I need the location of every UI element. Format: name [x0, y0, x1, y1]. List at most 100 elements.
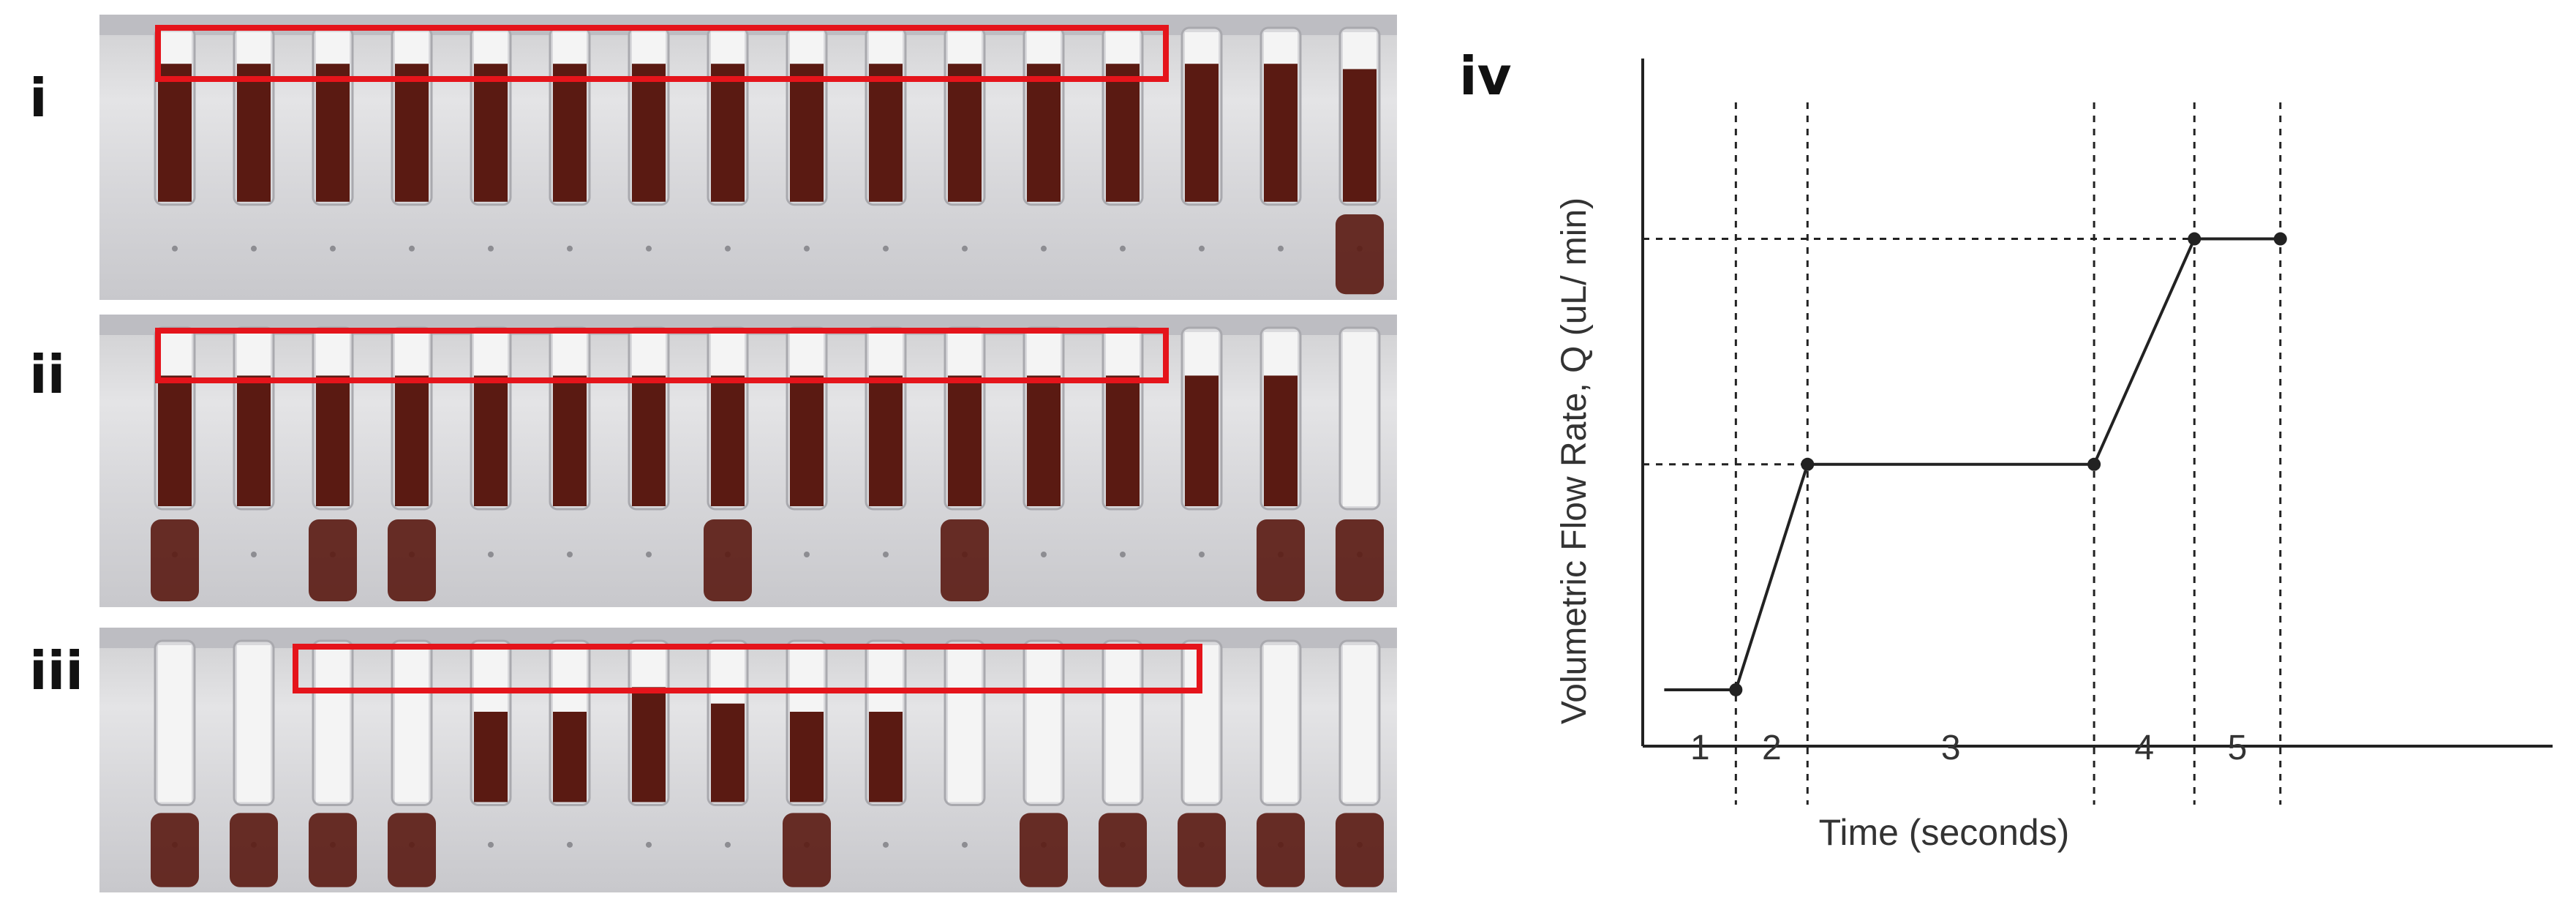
channel-array-iii [99, 628, 1397, 887]
outlet-dot [409, 245, 415, 252]
channel-empty [1343, 645, 1376, 802]
phase-label-1: 1 [1690, 729, 1710, 767]
photo-panel-iii [99, 628, 1397, 892]
phase-label-3: 3 [1941, 729, 1961, 767]
channel-fluid [869, 64, 903, 202]
photo-panel-i [99, 15, 1397, 300]
channel-empty [316, 645, 350, 802]
data-point [2273, 232, 2287, 246]
channel-fluid [711, 375, 745, 506]
outlet-dot [962, 245, 968, 252]
channel-fluid [711, 64, 745, 202]
outlet-dot [883, 245, 889, 252]
channel-fluid [948, 375, 982, 506]
fluid-droplet [309, 519, 357, 601]
flow-rate-chart-svg: Time (seconds) Volumetric Flow Rate, Q (… [1555, 59, 2553, 853]
channel-fluid [474, 711, 508, 802]
fluid-droplet [1257, 519, 1305, 601]
channel-fluid [553, 711, 587, 802]
outlet-dot [962, 841, 968, 848]
outlet-dot [567, 841, 573, 848]
photo-panel-ii [99, 315, 1397, 607]
fluid-droplet [1020, 813, 1068, 887]
outlet-dot [646, 552, 652, 557]
flow-rate-series-line [1664, 237, 2281, 691]
data-point [2087, 457, 2101, 471]
channel-fluid [158, 64, 192, 202]
channel-fluid [395, 375, 429, 506]
outlet-dot [488, 245, 494, 252]
channel-fluid [790, 375, 824, 506]
outlet-dot [1199, 245, 1205, 252]
outlet-dot [883, 841, 889, 848]
channel-fluid [237, 64, 271, 202]
channel-fluid [1106, 64, 1140, 202]
outlet-dot [646, 841, 652, 848]
panel-label-iv: iv [1459, 45, 1512, 107]
channel-fluid [1185, 64, 1219, 202]
channel-fluid [316, 375, 350, 506]
channel-fluid [1343, 69, 1376, 202]
channel-fluid [632, 64, 666, 202]
channel-fluid [948, 64, 982, 202]
fluid-droplet [1099, 813, 1147, 887]
fluid-droplet [1336, 214, 1384, 295]
panel-label-i: i [29, 67, 48, 129]
fluid-droplet [1336, 813, 1384, 887]
channel-fluid [1264, 64, 1298, 202]
outlet-dot [804, 245, 810, 252]
fluid-droplet [783, 813, 831, 887]
channel-fluid [1106, 375, 1140, 506]
fluid-droplet [1178, 813, 1226, 887]
outlet-dot [1120, 245, 1126, 252]
fluid-droplet [1336, 519, 1384, 601]
channel-fluid [711, 703, 745, 802]
channel-empty [1264, 645, 1298, 802]
channel-fluid [553, 375, 587, 506]
channel-empty [158, 645, 192, 802]
outlet-dot [804, 552, 810, 557]
fluid-droplet [1257, 813, 1305, 887]
channel-fluid [1185, 375, 1219, 506]
channel-fluid [158, 375, 192, 506]
channel-fluid [553, 64, 587, 202]
y-axis-label: Volumetric Flow Rate, Q (uL/ min) [1555, 198, 1594, 724]
highlight-box [155, 25, 1169, 82]
x-axis-label: Time (seconds) [1819, 812, 2070, 853]
channel-fluid [395, 64, 429, 202]
phase-label-2: 2 [1762, 729, 1782, 767]
channel-empty [1343, 332, 1376, 506]
channel-fluid [790, 711, 824, 802]
channel-fluid [474, 64, 508, 202]
outlet-dot [567, 245, 573, 252]
outlet-dot [883, 552, 889, 557]
outlet-dot [725, 841, 731, 848]
channel-array-ii [99, 315, 1397, 601]
outlet-dot [488, 841, 494, 848]
fluid-droplet [151, 813, 199, 887]
data-point [1729, 682, 1743, 696]
channel-empty [1106, 645, 1140, 802]
fluid-droplet [388, 813, 436, 887]
outlet-dot [330, 245, 336, 252]
fluid-droplet [941, 519, 989, 601]
outlet-dot [567, 552, 573, 557]
fluid-droplet [704, 519, 752, 601]
channel-empty [395, 645, 429, 802]
outlet-dot [646, 245, 652, 252]
phase-label-5: 5 [2228, 729, 2248, 767]
outlet-dot [1041, 552, 1047, 557]
phase-label-4: 4 [2134, 729, 2154, 767]
channel-fluid [1027, 64, 1061, 202]
channel-empty [237, 645, 271, 802]
channel-empty [1027, 645, 1061, 802]
highlight-box [155, 328, 1169, 383]
outlet-dot [1120, 552, 1126, 557]
channel-array-i [99, 15, 1397, 295]
panel-label-ii: ii [29, 344, 66, 405]
channel-fluid [1027, 375, 1061, 506]
channel-fluid [474, 375, 508, 506]
outlet-dot [725, 245, 731, 252]
fluid-droplet [230, 813, 278, 887]
outlet-dot [172, 245, 178, 252]
